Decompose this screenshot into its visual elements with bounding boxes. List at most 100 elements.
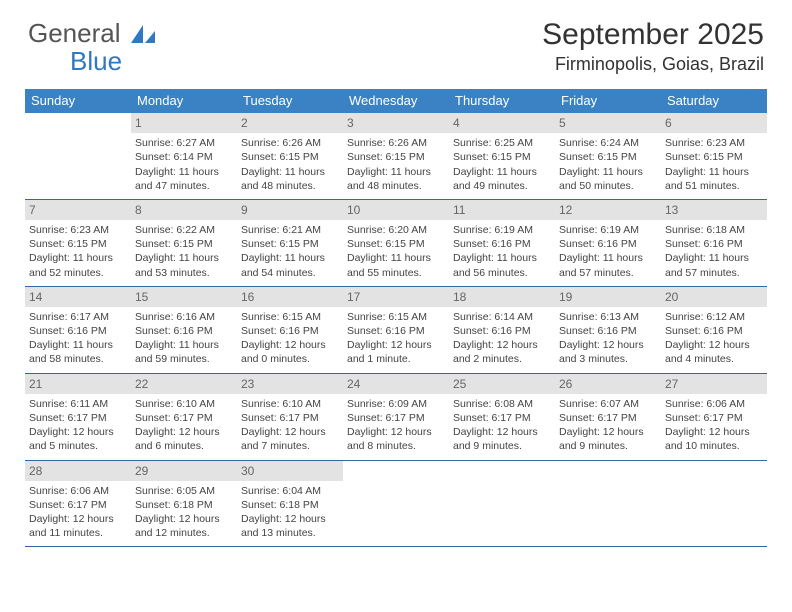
day-number: 14	[25, 287, 131, 307]
day-number: 9	[237, 200, 343, 220]
daylight-text: Daylight: 12 hours and 6 minutes.	[135, 425, 233, 453]
daylight-text: Daylight: 11 hours and 53 minutes.	[135, 251, 233, 279]
sunset-text: Sunset: 6:15 PM	[665, 150, 763, 164]
sunset-text: Sunset: 6:16 PM	[665, 237, 763, 251]
day-cell	[555, 461, 661, 547]
sunrise-text: Sunrise: 6:19 AM	[559, 223, 657, 237]
dow-friday: Friday	[555, 89, 661, 113]
sunrise-text: Sunrise: 6:19 AM	[453, 223, 551, 237]
sunset-text: Sunset: 6:14 PM	[135, 150, 233, 164]
day-number: 23	[237, 374, 343, 394]
sunrise-text: Sunrise: 6:18 AM	[665, 223, 763, 237]
sunset-text: Sunset: 6:15 PM	[453, 150, 551, 164]
day-number: 19	[555, 287, 661, 307]
day-number: 12	[555, 200, 661, 220]
day-cell: 30Sunrise: 6:04 AMSunset: 6:18 PMDayligh…	[237, 461, 343, 547]
sunrise-text: Sunrise: 6:09 AM	[347, 397, 445, 411]
daylight-text: Daylight: 12 hours and 4 minutes.	[665, 338, 763, 366]
daylight-text: Daylight: 12 hours and 1 minute.	[347, 338, 445, 366]
dow-tuesday: Tuesday	[237, 89, 343, 113]
week-row: 1 Sunrise: 6:27 AMSunset: 6:14 PM Daylight…	[25, 113, 767, 200]
day-cell: 16Sunrise: 6:15 AMSunset: 6:16 PMDayligh…	[237, 287, 343, 373]
sunrise-text: Sunrise: 6:23 AM	[29, 223, 127, 237]
day-cell: 3Sunrise: 6:26 AMSunset: 6:15 PMDaylight…	[343, 113, 449, 199]
sunrise-text: Sunrise: 6:20 AM	[347, 223, 445, 237]
day-number: 6	[661, 113, 767, 133]
sunset-text: Sunset: 6:17 PM	[29, 498, 127, 512]
daylight-text: Daylight: 11 hours and 48 minutes.	[241, 165, 339, 193]
daylight-text: Daylight: 12 hours and 9 minutes.	[453, 425, 551, 453]
dow-wednesday: Wednesday	[343, 89, 449, 113]
day-number: 15	[131, 287, 237, 307]
sunrise-text: Sunrise: 6:25 AM	[453, 136, 551, 150]
sunrise-text: Sunrise: 6:08 AM	[453, 397, 551, 411]
sunrise-text: Sunrise: 6:27 AM	[135, 136, 233, 150]
sunset-text: Sunset: 6:17 PM	[665, 411, 763, 425]
sunset-text: Sunset: 6:18 PM	[135, 498, 233, 512]
sunset-text: Sunset: 6:16 PM	[347, 324, 445, 338]
day-cell: 5Sunrise: 6:24 AMSunset: 6:15 PMDaylight…	[555, 113, 661, 199]
sunrise-text: Sunrise: 6:04 AM	[241, 484, 339, 498]
weeks-container: 1 Sunrise: 6:27 AMSunset: 6:14 PM Daylight…	[25, 113, 767, 547]
day-number: 5	[555, 113, 661, 133]
sunset-text: Sunset: 6:15 PM	[347, 150, 445, 164]
day-number: 28	[25, 461, 131, 481]
day-cell: 7Sunrise: 6:23 AMSunset: 6:15 PMDaylight…	[25, 200, 131, 286]
daylight-text: Daylight: 12 hours and 13 minutes.	[241, 512, 339, 540]
sunrise-text: Sunrise: 6:05 AM	[135, 484, 233, 498]
location-text: Firminopolis, Goias, Brazil	[542, 54, 764, 75]
day-cell: 24Sunrise: 6:09 AMSunset: 6:17 PMDayligh…	[343, 374, 449, 460]
day-cell: 17Sunrise: 6:15 AMSunset: 6:16 PMDayligh…	[343, 287, 449, 373]
sunrise-text: Sunrise: 6:15 AM	[241, 310, 339, 324]
sunrise-text: Sunrise: 6:10 AM	[135, 397, 233, 411]
daylight-text: Daylight: 12 hours and 2 minutes.	[453, 338, 551, 366]
day-cell: 20Sunrise: 6:12 AMSunset: 6:16 PMDayligh…	[661, 287, 767, 373]
day-cell: 10Sunrise: 6:20 AMSunset: 6:15 PMDayligh…	[343, 200, 449, 286]
sunset-text: Sunset: 6:17 PM	[559, 411, 657, 425]
day-cell: 4Sunrise: 6:25 AMSunset: 6:15 PMDaylight…	[449, 113, 555, 199]
day-number: 25	[449, 374, 555, 394]
sunrise-text: Sunrise: 6:16 AM	[135, 310, 233, 324]
sunset-text: Sunset: 6:15 PM	[559, 150, 657, 164]
sunrise-text: Sunrise: 6:22 AM	[135, 223, 233, 237]
sunset-text: Sunset: 6:16 PM	[453, 237, 551, 251]
logo-word2: Blue	[70, 46, 122, 77]
day-cell: 29Sunrise: 6:05 AMSunset: 6:18 PMDayligh…	[131, 461, 237, 547]
sunrise-text: Sunrise: 6:10 AM	[241, 397, 339, 411]
sunset-text: Sunset: 6:16 PM	[559, 237, 657, 251]
sunrise-text: Sunrise: 6:14 AM	[453, 310, 551, 324]
sunset-text: Sunset: 6:16 PM	[559, 324, 657, 338]
sunrise-text: Sunrise: 6:26 AM	[347, 136, 445, 150]
day-number: 11	[449, 200, 555, 220]
day-number: 1	[131, 113, 237, 133]
day-cell: 12Sunrise: 6:19 AMSunset: 6:16 PMDayligh…	[555, 200, 661, 286]
sunrise-text: Sunrise: 6:24 AM	[559, 136, 657, 150]
day-cell	[661, 461, 767, 547]
day-number: 10	[343, 200, 449, 220]
week-row: 28 Sunrise: 6:06 AMSunset: 6:17 PM Dayligh…	[25, 461, 767, 548]
daylight-text: Daylight: 12 hours and 0 minutes.	[241, 338, 339, 366]
sunset-text: Sunset: 6:17 PM	[29, 411, 127, 425]
day-number: 27	[661, 374, 767, 394]
sunset-text: Sunset: 6:15 PM	[347, 237, 445, 251]
day-number: 29	[131, 461, 237, 481]
sunrise-text: Sunrise: 6:06 AM	[29, 484, 127, 498]
daylight-text: Daylight: 12 hours and 7 minutes.	[241, 425, 339, 453]
day-number: 18	[449, 287, 555, 307]
sunrise-text: Sunrise: 6:06 AM	[665, 397, 763, 411]
sunrise-text: Sunrise: 6:07 AM	[559, 397, 657, 411]
sunrise-text: Sunrise: 6:17 AM	[29, 310, 127, 324]
day-number: 17	[343, 287, 449, 307]
day-cell: 28Sunrise: 6:06 AMSunset: 6:17 PMDayligh…	[25, 461, 131, 547]
day-cell: 25Sunrise: 6:08 AMSunset: 6:17 PMDayligh…	[449, 374, 555, 460]
sunrise-text: Sunrise: 6:21 AM	[241, 223, 339, 237]
sunset-text: Sunset: 6:17 PM	[135, 411, 233, 425]
week-row: 7Sunrise: 6:23 AMSunset: 6:15 PMDaylight…	[25, 200, 767, 287]
day-number: 2	[237, 113, 343, 133]
day-cell: 18Sunrise: 6:14 AMSunset: 6:16 PMDayligh…	[449, 287, 555, 373]
daylight-text: Daylight: 11 hours and 57 minutes.	[665, 251, 763, 279]
title-block: September 2025 Firminopolis, Goias, Braz…	[542, 18, 764, 75]
day-cell: 14Sunrise: 6:17 AMSunset: 6:16 PMDayligh…	[25, 287, 131, 373]
day-cell: 6Sunrise: 6:23 AMSunset: 6:15 PMDaylight…	[661, 113, 767, 199]
logo: General Blue	[28, 18, 157, 49]
